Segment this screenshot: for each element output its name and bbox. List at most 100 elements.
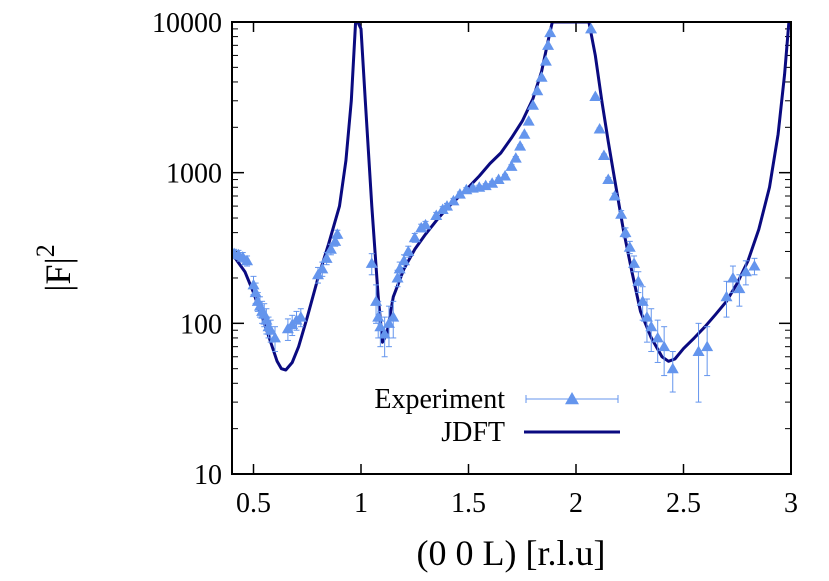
experiment-marker [636,295,649,306]
experiment-marker [632,275,645,286]
experiment-marker [372,311,385,322]
experiment-point [544,26,557,38]
jdft-line [232,22,791,372]
y-tick-label: 1000 [166,159,222,190]
experiment-point [324,243,337,256]
y-tick-label: 100 [180,309,222,340]
experiment-marker [241,254,254,266]
experiment-point [692,322,705,403]
experiment-marker [294,311,307,322]
experiment-marker [619,226,632,238]
experiment-point [492,173,505,185]
experiment-marker [518,128,531,139]
legend-label-experiment: Experiment [374,384,505,415]
experiment-point [589,90,602,102]
y-tick-label: 10 [194,460,222,491]
experiment-point [378,316,391,358]
experiment-marker [374,320,387,332]
experiment-marker [602,173,615,185]
experiment-marker [249,286,262,298]
experiment-marker [666,362,679,374]
experiment-point [486,177,499,188]
experiment-point [608,190,621,201]
experiment-marker [522,115,535,126]
experiment-marker [398,254,410,266]
experiment-marker [453,188,466,199]
experiment-point [720,280,733,318]
experiment-point [382,305,395,348]
experiment-marker [597,149,610,160]
experiment-marker [509,152,522,163]
experiment-point [387,300,400,339]
experiment-marker [531,84,544,96]
legend-sample-experiment [525,392,619,405]
experiment-point [658,326,671,377]
experiment-marker [391,271,404,283]
experiment-marker [316,262,329,274]
experiment-marker [593,122,606,134]
experiment-point [640,298,653,343]
experiment-marker [393,262,406,274]
experiment-point [602,173,615,185]
experiment-point [666,351,679,393]
experiment-point [441,200,453,211]
experiment-marker [264,324,277,335]
y-tick-label: 10000 [152,8,222,39]
experiment-marker [692,345,705,357]
y-axis-label-group: |F|2 [31,244,78,291]
experiment-point [518,128,531,139]
experiment-point [241,254,254,267]
experiment-point [419,218,432,230]
experiment-point [522,115,535,126]
experiment-marker [329,235,342,246]
experiment-marker [370,295,383,306]
experiment-point [651,319,664,363]
legend: Experiment JDFT [374,384,620,448]
experiment-point [593,122,606,134]
experiment-point [645,308,658,353]
experiment-marker [615,208,628,219]
experiment-marker [408,231,421,243]
x-tick-label: 2.5 [666,488,701,519]
experiment-marker [542,39,555,50]
experiment-marker [608,190,621,201]
experiment-marker [260,314,273,325]
x-tick-label: 0.5 [236,488,271,519]
x-tick-label: 1.5 [451,488,486,519]
experiment-marker [720,290,733,302]
legend-experiment-marker [565,392,579,405]
experiment-marker [320,252,333,263]
experiment-marker [247,278,260,290]
data-layer [232,22,791,403]
legend-label-jdft: JDFT [441,417,505,448]
experiment-marker [589,90,602,102]
experiment-point [402,245,415,258]
y-axis-label-text: |F|2 [31,244,78,291]
experiment-point [623,240,636,255]
experiment-marker [640,311,653,322]
experiment-point [527,99,539,110]
x-tick-label: 3 [784,488,798,519]
x-tick-label: 1 [354,488,368,519]
experiment-point [331,228,344,240]
experiment-marker [623,241,636,252]
experiment-point [264,319,277,343]
experiment-point [408,231,421,243]
experiment-marker [544,26,557,38]
experiment-marker [539,55,552,66]
experiment-point [539,55,552,66]
experiment-point [398,254,410,268]
experiment-marker [441,200,453,211]
experiment-marker [651,331,664,343]
experiment-point [374,310,387,348]
experiment-marker [382,317,395,328]
experiment-marker [701,340,714,352]
x-tick-label: 2 [569,488,583,519]
experiment-marker [726,271,739,283]
experiment-marker [505,160,518,171]
experiment-marker [628,257,641,268]
experiment-marker [430,209,443,220]
experiment-point [535,71,548,82]
experiment-marker [365,257,378,268]
